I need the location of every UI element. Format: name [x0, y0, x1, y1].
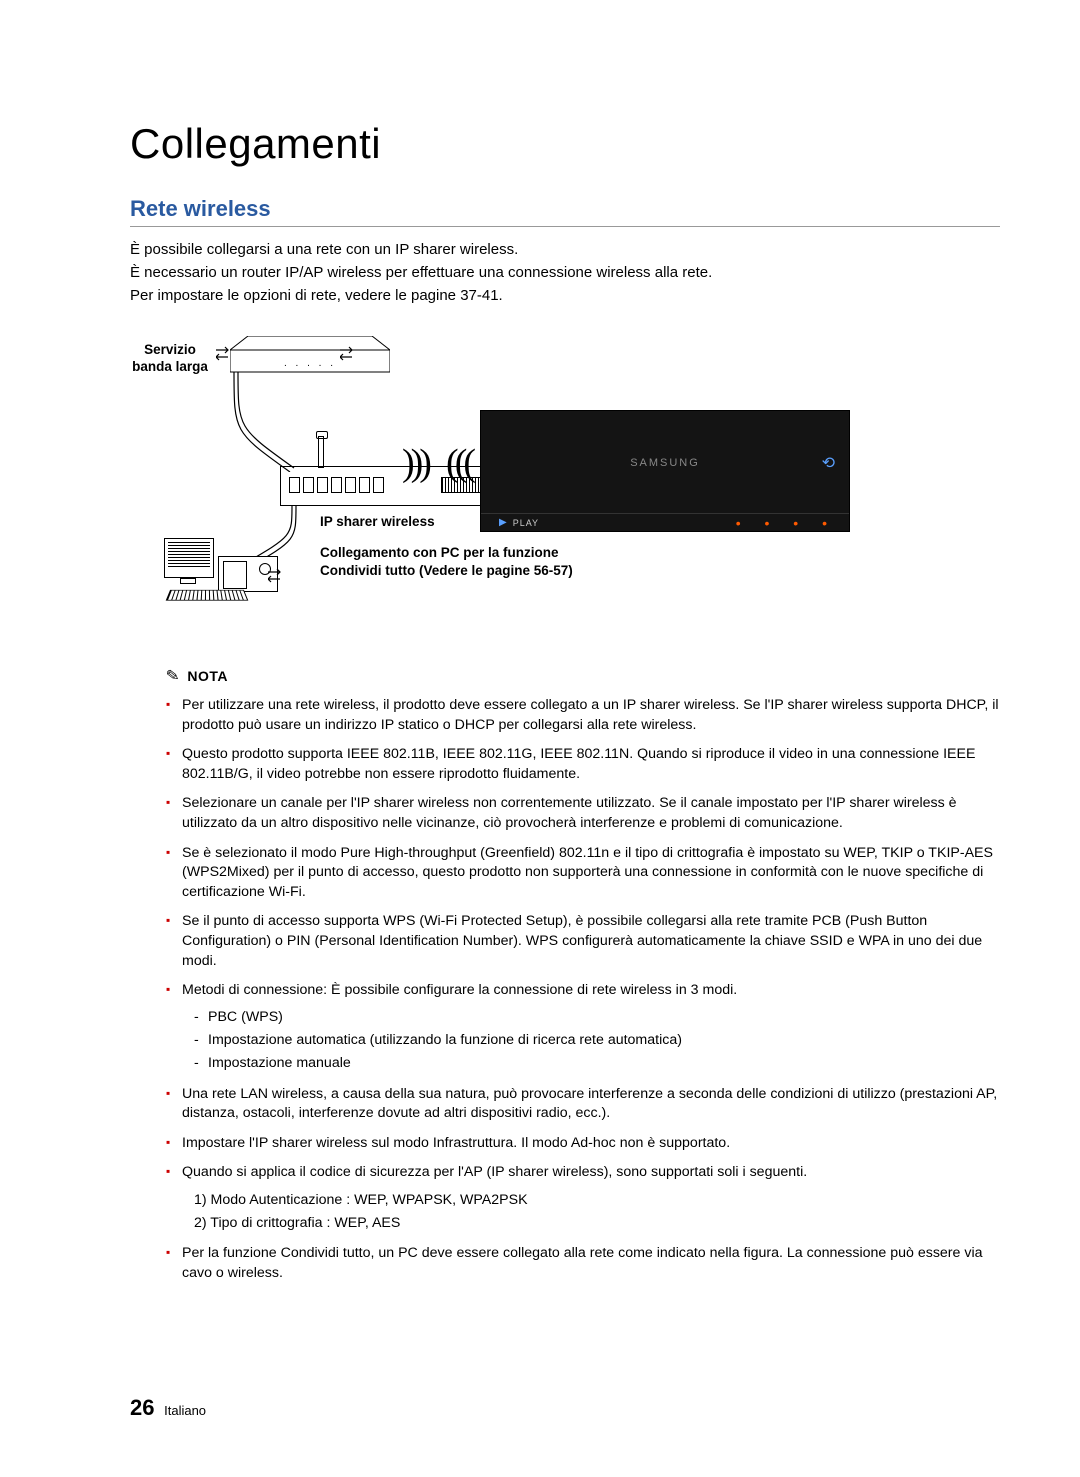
note-item: Per utilizzare una rete wireless, il pro… [166, 696, 1000, 735]
note-item: Se il punto di accesso supporta WPS (Wi-… [166, 912, 1000, 971]
pc-icon [160, 556, 280, 616]
pc-connection-label: Collegamento con PC per la funzione Cond… [320, 544, 573, 580]
intro-line: È possibile collegarsi a una rete con un… [130, 239, 1000, 260]
label-text: banda larga [132, 359, 208, 374]
footer-language: Italiano [164, 1403, 206, 1418]
note-item: Questo prodotto supporta IEEE 802.11B, I… [166, 745, 1000, 784]
wireless-waves-icon: ))) [450, 441, 476, 485]
label-text: Servizio [144, 342, 196, 357]
label-text: Condividi tutto (Vedere le pagine 56-57) [320, 562, 573, 580]
note-icon: ✎ [165, 665, 181, 687]
broadband-service-label: Servizio banda larga [130, 342, 210, 376]
bluray-logo-icon: ⟲ [822, 453, 835, 473]
intro-block: È possibile collegarsi a una rete con un… [130, 239, 1000, 306]
methods-sublist: PBC (WPS) Impostazione automatica (utili… [182, 1007, 1000, 1075]
sub-item: PBC (WPS) [182, 1007, 1000, 1028]
note-item: Selezionare un canale per l'IP sharer wi… [166, 794, 1000, 833]
play-icon: ▶ [499, 517, 507, 528]
wireless-waves-icon: ))) [402, 441, 428, 485]
sub-item: Impostazione manuale [182, 1053, 1000, 1074]
antenna-icon [318, 436, 324, 468]
wireless-diagram: Servizio banda larga . . . . . [130, 336, 850, 626]
led-indicators-icon: • • • • [736, 515, 837, 531]
manual-page: Collegamenti Rete wireless È possibile c… [0, 0, 1080, 1334]
play-label: PLAY [513, 518, 539, 528]
cable-icon [230, 372, 300, 472]
sub-item: Impostazione automatica (utilizzando la … [182, 1030, 1000, 1051]
note-item: Quando si applica il codice di sicurezza… [166, 1163, 1000, 1234]
svg-text:. . . . .: . . . . . [284, 358, 336, 369]
note-text: Quando si applica il codice di sicurezza… [182, 1164, 807, 1180]
player-brand-text: SAMSUNG [630, 457, 700, 469]
sub-item: 2) Tipo di crittografia : WEP, AES [182, 1212, 1000, 1235]
note-label: NOTA [187, 668, 228, 684]
sub-item: 1) Modo Autenticazione : WEP, WPAPSK, WP… [182, 1189, 1000, 1212]
notes-list: Per utilizzare una rete wireless, il pro… [166, 696, 1000, 1284]
note-heading: ✎ NOTA [166, 666, 1000, 686]
chapter-title: Collegamenti [130, 120, 1000, 168]
label-text: Collegamento con PC per la funzione [320, 544, 573, 562]
cable-arrows-icon [216, 346, 232, 365]
note-item: Per la funzione Condividi tutto, un PC d… [166, 1244, 1000, 1283]
section-title: Rete wireless [130, 196, 1000, 227]
note-item: Una rete LAN wireless, a causa della sua… [166, 1085, 1000, 1124]
note-item: Se è selezionato il modo Pure High-throu… [166, 844, 1000, 903]
ip-sharer-label: IP sharer wireless [320, 514, 435, 529]
intro-line: È necessario un router IP/AP wireless pe… [130, 262, 1000, 283]
page-number: 26 [130, 1395, 154, 1420]
note-item: Impostare l'IP sharer wireless sul modo … [166, 1134, 1000, 1154]
page-footer: 26 Italiano [130, 1395, 206, 1421]
broadband-modem-icon: . . . . . [230, 336, 390, 376]
note-item: Metodi di connessione: È possibile confi… [166, 981, 1000, 1074]
cable-arrows-icon [268, 568, 284, 587]
intro-line: Per impostare le opzioni di rete, vedere… [130, 285, 1000, 306]
note-text: Metodi di connessione: È possibile confi… [182, 982, 737, 998]
security-sublist: 1) Modo Autenticazione : WEP, WPAPSK, WP… [182, 1189, 1000, 1234]
bluray-player-icon: SAMSUNG ⟲ ▶ PLAY • • • • [480, 410, 850, 532]
cable-arrows-icon [340, 346, 356, 365]
